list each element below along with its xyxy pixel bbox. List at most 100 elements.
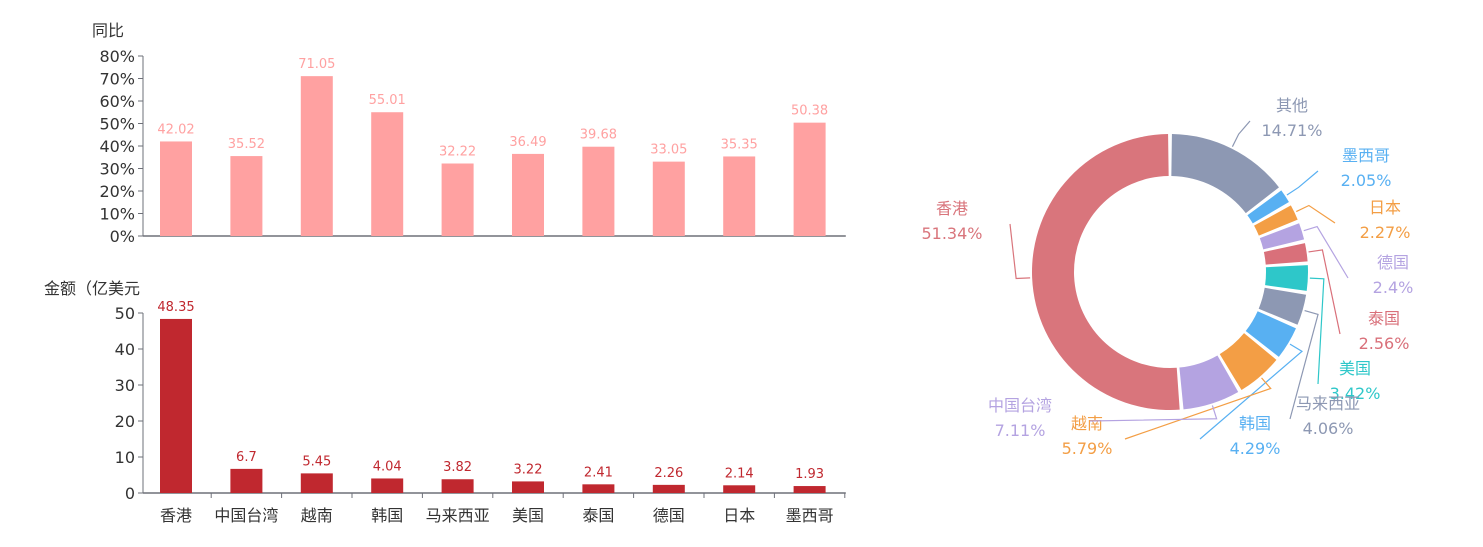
amount-bar: [793, 486, 826, 493]
yoy-y-tick-label: 60%: [99, 92, 135, 111]
donut-slice-name: 香港: [936, 199, 968, 218]
amount-y-tick-label: 40: [115, 340, 135, 359]
yoy-bar-value-label: 33.05: [650, 143, 687, 158]
amount-bar-value-label: 48.35: [157, 300, 194, 315]
donut-label-leader: [1124, 377, 1272, 440]
donut-label-leader: [1289, 309, 1319, 420]
donut-label-leader: [1286, 170, 1319, 196]
yoy-bar: [160, 141, 192, 236]
donut-slice-percent: 4.06%: [1303, 419, 1354, 438]
yoy-y-tick-label: 80%: [99, 47, 135, 66]
amount-bar-chart: 金额（亿美元 0 10 20 30 40 50 48.35 香港 6.7 中国台湾 5.45 越南 4.0…: [44, 279, 846, 525]
amount-bar: [230, 468, 263, 493]
donut-slice: [1171, 134, 1279, 214]
donut-slice: [1219, 333, 1277, 391]
amount-bar-value-label: 3.82: [443, 460, 472, 475]
donut-label-leader: [1296, 204, 1336, 224]
yoy-bar: [371, 112, 404, 236]
donut-slice: [1254, 205, 1298, 236]
amount-x-tick-label: 泰国: [582, 506, 614, 525]
donut-slice-percent: 14.71%: [1261, 121, 1322, 140]
amount-bar: [441, 479, 474, 493]
yoy-bar: [441, 163, 474, 236]
donut-slice-name: 中国台湾: [988, 396, 1052, 415]
amount-bar-value-label: 2.14: [725, 466, 754, 481]
amount-bar-value-label: 2.41: [584, 465, 613, 480]
amount-bar: [582, 484, 615, 493]
amount-bar: [300, 473, 333, 493]
yoy-bar: [230, 156, 263, 236]
donut-slice-name: 其他: [1276, 96, 1308, 115]
donut-slice: [1263, 243, 1308, 265]
yoy-bar-value-label: 36.49: [509, 135, 546, 150]
amount-x-tick-label: 美国: [512, 506, 544, 525]
yoy-y-tick-label: 70%: [99, 70, 135, 89]
yoy-bar: [512, 153, 544, 236]
yoy-bar-value-label: 55.01: [369, 93, 406, 108]
yoy-bar-value-label: 39.68: [580, 128, 617, 143]
donut-label-leader: [1309, 277, 1325, 385]
donut-slice-name: 越南: [1071, 414, 1103, 433]
amount-bar-value-label: 5.45: [302, 454, 331, 469]
yoy-y-tick-label: 40%: [99, 137, 135, 156]
donut-slice-name: 德国: [1377, 253, 1409, 272]
amount-y-tick-label: 30: [115, 376, 135, 395]
amount-bar: [160, 318, 192, 493]
amount-x-tick-label: 中国台湾: [214, 506, 278, 525]
donut-slice-percent: 2.56%: [1359, 334, 1410, 353]
yoy-bar: [793, 122, 826, 236]
donut-slice: [1258, 287, 1307, 325]
yoy-bar: [582, 146, 615, 236]
donut-slice: [1247, 190, 1289, 224]
amount-x-tick-label: 日本: [723, 506, 755, 525]
donut-label-leader: [1009, 223, 1031, 280]
donut-slice-name: 泰国: [1368, 309, 1400, 328]
yoy-bar-chart: 同比 0% 10% 20% 30% 40% 50% 60% 70% 80% 42.02 35.52 71…: [92, 21, 846, 246]
yoy-bar-value-label: 35.52: [228, 137, 265, 152]
yoy-bar-value-label: 71.05: [298, 57, 335, 72]
amount-bar-value-label: 3.22: [514, 462, 543, 477]
donut-slice-percent: 3.42%: [1330, 384, 1381, 403]
yoy-y-tick-label: 10%: [99, 205, 135, 224]
donut-slice: [1179, 355, 1239, 410]
amount-x-tick-label: 德国: [653, 506, 685, 525]
yoy-y-tick-label: 0%: [110, 227, 135, 246]
amount-bar: [723, 485, 756, 493]
donut-slice-percent: 2.05%: [1341, 171, 1392, 190]
amount-x-tick-label: 越南: [301, 506, 333, 525]
donut-slice-percent: 2.27%: [1360, 223, 1411, 242]
donut-slice-name: 日本: [1369, 198, 1401, 217]
yoy-bar-value-label: 32.22: [439, 145, 476, 160]
amount-bar: [371, 478, 404, 493]
donut-slice-percent: 7.11%: [995, 421, 1046, 440]
donut-slice-name: 韩国: [1239, 414, 1271, 433]
yoy-bar-value-label: 42.02: [157, 122, 194, 137]
donut-slice: [1245, 311, 1296, 357]
amount-y-tick-label: 0: [125, 484, 135, 503]
amount-bar-value-label: 1.93: [795, 467, 824, 482]
amount-y-tick-label: 50: [115, 304, 135, 323]
yoy-bar-value-label: 35.35: [721, 137, 758, 152]
amount-bar-value-label: 6.7: [236, 450, 257, 465]
donut-label-leader: [1303, 225, 1349, 279]
amount-y-axis-title: 金额（亿美元: [44, 279, 140, 298]
donut-slice-name: 马来西亚: [1296, 394, 1360, 413]
amount-x-tick-label: 香港: [160, 506, 192, 525]
yoy-y-tick-label: 30%: [99, 160, 135, 179]
donut-slice-percent: 4.29%: [1230, 439, 1281, 458]
yoy-bar: [723, 156, 756, 236]
amount-x-tick-label: 马来西亚: [426, 506, 490, 525]
donut-label-leader: [1308, 249, 1341, 335]
donut-label-leader: [1231, 120, 1251, 147]
amount-y-tick-label: 10: [115, 448, 135, 467]
yoy-bar-value-label: 50.38: [791, 104, 828, 119]
yoy-y-tick-label: 20%: [99, 182, 135, 201]
amount-bar: [652, 484, 685, 493]
share-donut-chart: 其他 14.71% 墨西哥 2.05% 日本 2.27% 德国 2.4% 泰国 2.56% 美国 3.…: [921, 96, 1413, 458]
yoy-y-tick-label: 50%: [99, 115, 135, 134]
yoy-bar: [300, 76, 333, 236]
donut-slice-name: 墨西哥: [1342, 146, 1390, 165]
amount-x-tick-label: 墨西哥: [786, 506, 834, 525]
donut-label-leader: [1089, 405, 1218, 422]
